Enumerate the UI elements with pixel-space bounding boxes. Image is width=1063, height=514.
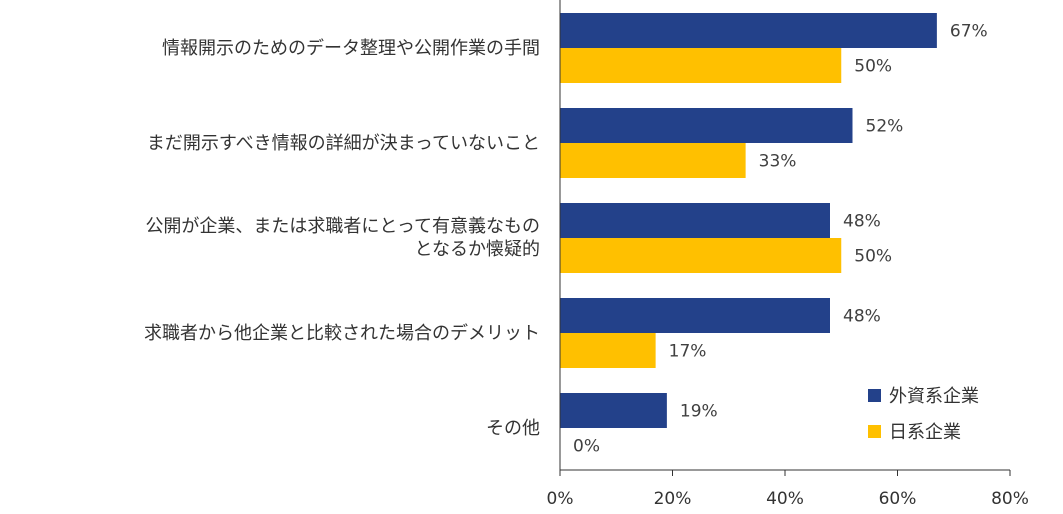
category-label-4: 求職者から他企業と比較された場合のデメリット: [144, 322, 540, 345]
category-label-3: 公開が企業、または求職者にとって有意義なもの となるか懐疑的: [145, 215, 540, 261]
data-label-series-2-2: 33%: [759, 152, 797, 172]
data-label-series-1-4: 48%: [843, 307, 881, 327]
bar-series-2-1: [560, 48, 842, 83]
x-tick-label-5: 80%: [991, 489, 1029, 509]
bar-series-2-3: [560, 238, 842, 273]
legend-item-series-1: 外資系企業: [868, 377, 979, 413]
legend-swatch-series-1: [868, 388, 881, 402]
category-label-4-line-1: 求職者から他企業と比較された場合のデメリット: [144, 322, 540, 344]
bar-series-1-5: [560, 393, 667, 428]
x-tick-label-1: 0%: [547, 489, 574, 509]
category-label-5: その他: [486, 417, 540, 440]
category-label-1: 情報開示のためのデータ整理や公開作業の手間: [162, 37, 540, 60]
data-label-series-2-3: 50%: [854, 247, 892, 267]
legend-label-series-1: 外資系企業: [889, 386, 979, 407]
legend-item-series-2: 日系企業: [868, 413, 979, 449]
bar-series-1-3: [560, 203, 830, 238]
legend-label-series-2: 日系企業: [889, 422, 961, 443]
category-label-3-line-2: となるか懐疑的: [414, 239, 540, 260]
data-label-series-1-2: 52%: [866, 117, 904, 137]
bar-series-2-4: [560, 333, 656, 368]
category-label-1-line-1: 情報開示のためのデータ整理や公開作業の手間: [162, 37, 540, 59]
data-label-series-2-4: 17%: [669, 342, 707, 362]
bar-series-1-2: [560, 108, 853, 143]
x-tick-label-4: 60%: [879, 489, 917, 509]
category-label-2: まだ開示すべき情報の詳細が決まっていないこと: [147, 132, 540, 155]
legend-swatch-series-2: [868, 424, 881, 438]
category-label-2-line-1: まだ開示すべき情報の詳細が決まっていないこと: [146, 132, 540, 154]
data-label-series-1-3: 48%: [843, 212, 881, 232]
x-tick-label-2: 20%: [654, 489, 692, 509]
bar-series-2-2: [560, 143, 746, 178]
legend: 外資系企業 日系企業: [868, 377, 979, 449]
x-tick-label-3: 40%: [766, 489, 804, 509]
category-label-3-line-1: 公開が企業、または求職者にとって有意義なもの: [145, 216, 540, 237]
data-label-series-1-5: 19%: [680, 402, 718, 422]
bar-series-1-4: [560, 298, 830, 333]
bar-series-1-1: [560, 13, 937, 48]
data-label-series-2-5: 0%: [573, 437, 600, 457]
data-label-series-2-1: 50%: [854, 57, 892, 77]
category-label-5-line-1: その他: [486, 417, 540, 439]
data-label-series-1-1: 67%: [950, 22, 988, 42]
